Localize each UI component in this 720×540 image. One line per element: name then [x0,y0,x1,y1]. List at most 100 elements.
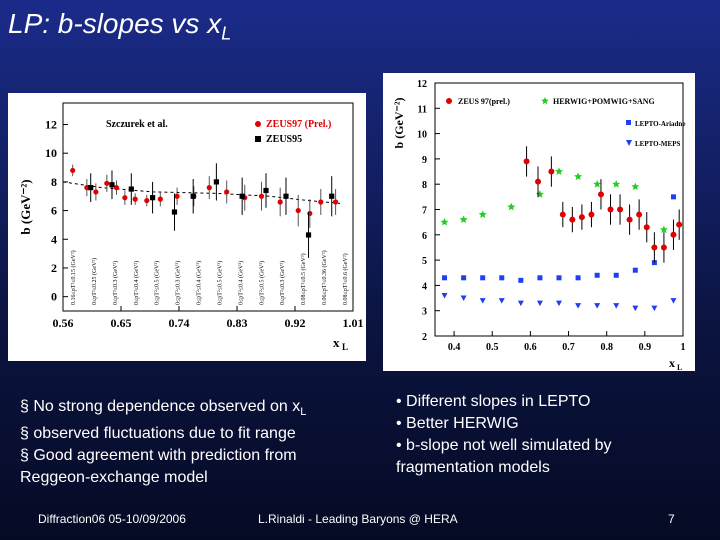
y-tick-label: 4 [51,232,57,246]
bullet-item: § observed fluctuations due to fit range [20,425,296,443]
y-tick-label: 8 [422,180,427,191]
plot-frame [62,102,354,312]
data-point-zeus97 [318,199,324,205]
data-point-zeus95 [109,182,115,188]
data-point-herwig [631,182,640,191]
data-point-zeus97 [132,196,138,202]
legend-label-ariadne: LEPTO-Ariadne [635,120,685,128]
data-point-ariadne [480,275,486,281]
left-chart: 0 2 4 6 8 10 12 0.56 0.65 0.74 0.83 0.92 1.01 b (GeV⁻… [18,102,364,352]
y-tick-label: 0 [51,290,57,304]
data-point-zeus95 [190,193,196,199]
x-tick-label: 0.65 [111,316,132,330]
right-chart: 2 3 4 5 6 7 8 9 10 11 12 0.4 0.5 0.6 0.7 0.8 0.9 1 b (GeV⁻… [392,79,686,372]
data-point-meps [632,305,639,312]
annotation-szczurek: Szczurek et al. [106,119,168,130]
x-tick-label: 1 [681,342,686,353]
data-point-zeus97 [559,211,566,218]
x-tick-label: 0.4 [448,342,461,353]
y-axis-label: b (GeV⁻²) [18,179,33,234]
y-tick-label: 12 [45,118,57,132]
data-point-meps [651,305,658,312]
legend-label-zeus95: ZEUS95 [266,134,302,145]
data-point-zeus97 [174,193,180,199]
y-axis-label: b (GeV⁻²) [392,98,406,149]
data-point-zeus97 [597,191,604,198]
legend-label-zeus97: ZEUS97 (Prel.) [266,119,331,130]
data-point-meps [460,295,467,302]
legend-marker-zeus95 [255,136,261,142]
data-point-zeus97 [157,196,163,202]
data-point-zeus95 [171,209,178,215]
data-point-zeus97 [607,206,614,213]
x-axis-label-sub: L [342,342,348,352]
legend-marker-herwig [541,97,549,105]
y-tick-label: 3 [422,307,427,318]
page-number: 7 [668,512,675,526]
data-point-zeus97 [523,158,530,165]
y-tick-label: 11 [418,104,427,115]
data-point-herwig [459,215,468,223]
y-tick-label: 7 [422,206,427,217]
data-point-zeus97 [144,197,150,204]
data-point-zeus97 [93,189,99,195]
data-point-zeus97 [295,207,301,214]
x-tick-label: 0.9 [639,342,652,353]
y-tick-label: 8 [51,175,57,189]
data-point-ariadne [556,275,562,281]
data-point-zeus97 [113,185,120,191]
y-tick-label: 4 [422,281,427,292]
data-point-zeus95 [128,186,134,192]
data-point-herwig [659,225,668,234]
data-point-zeus97 [626,216,633,223]
data-point-meps [498,298,505,304]
data-point-zeus95 [305,232,312,238]
data-point-herwig [612,180,621,188]
slide-title: LP: b-slopes vs xL [8,8,232,44]
data-point-meps [594,303,601,309]
data-point-zeus97 [104,180,110,186]
bin-label: 0.06≤pT²≤0.36 (GeV²) [321,250,328,305]
x-tick-label: 1.01 [343,316,364,330]
data-point-zeus95 [88,185,94,191]
data-point-zeus97 [70,167,76,174]
x-tick-label: 0.74 [169,316,190,330]
data-point-herwig [555,167,563,175]
data-point-zeus95 [283,193,289,199]
data-point-zeus97 [636,211,643,218]
x-tick-label: 0.7 [562,342,575,353]
bin-label: 0≤pT²≤0.3 (GeV²) [112,261,119,305]
legend-marker-zeus97 [255,121,261,127]
bin-label: 0≤pT²≤0.5 (GeV²) [216,261,223,305]
data-point-meps [613,303,620,309]
bullet-item: § Good agreement with prediction from Re… [20,447,297,487]
x-axis-label-sub: L [677,363,682,371]
bin-label: 0≤pT²≤0.4 (GeV²) [196,261,203,305]
data-point-meps [536,300,543,307]
y-tick-label: 2 [422,332,427,343]
data-point-zeus97 [617,206,624,213]
data-point-zeus97 [643,224,650,231]
data-point-zeus95 [329,193,335,199]
data-point-meps [441,293,448,299]
data-point-zeus95 [213,179,219,185]
data-point-ariadne [632,267,638,273]
right-chart-panel: 2 3 4 5 6 7 8 9 10 11 12 0.4 0.5 0.6 0.7 0.8 0.9 1 b (GeV⁻… [383,73,695,372]
data-point-zeus97 [206,185,212,191]
x-tick-label: 0.6 [524,342,537,353]
data-point-meps [556,300,562,307]
data-point-zeus95 [149,195,156,201]
bin-label: 0≤pT²≤0.25 (GeV²) [91,258,98,305]
data-point-herwig [535,190,544,198]
data-point-ariadne [499,275,505,281]
data-point-ariadne [670,194,676,200]
bin-label: 0.08≤pT²≤0.5 (GeV²) [300,253,307,305]
x-axis-label: x [333,335,340,350]
legend-label-herwig: HERWIG+POMWIG+SANG [553,97,655,106]
legend-marker-ariadne [626,120,631,125]
legend-marker-zeus97 [446,98,452,104]
data-point-zeus97 [535,178,542,185]
data-point-zeus97 [548,168,555,175]
bin-label: 0.08≤pT²≤0.6 (GeV²) [342,253,349,305]
y-tick-label: 5 [422,256,427,267]
